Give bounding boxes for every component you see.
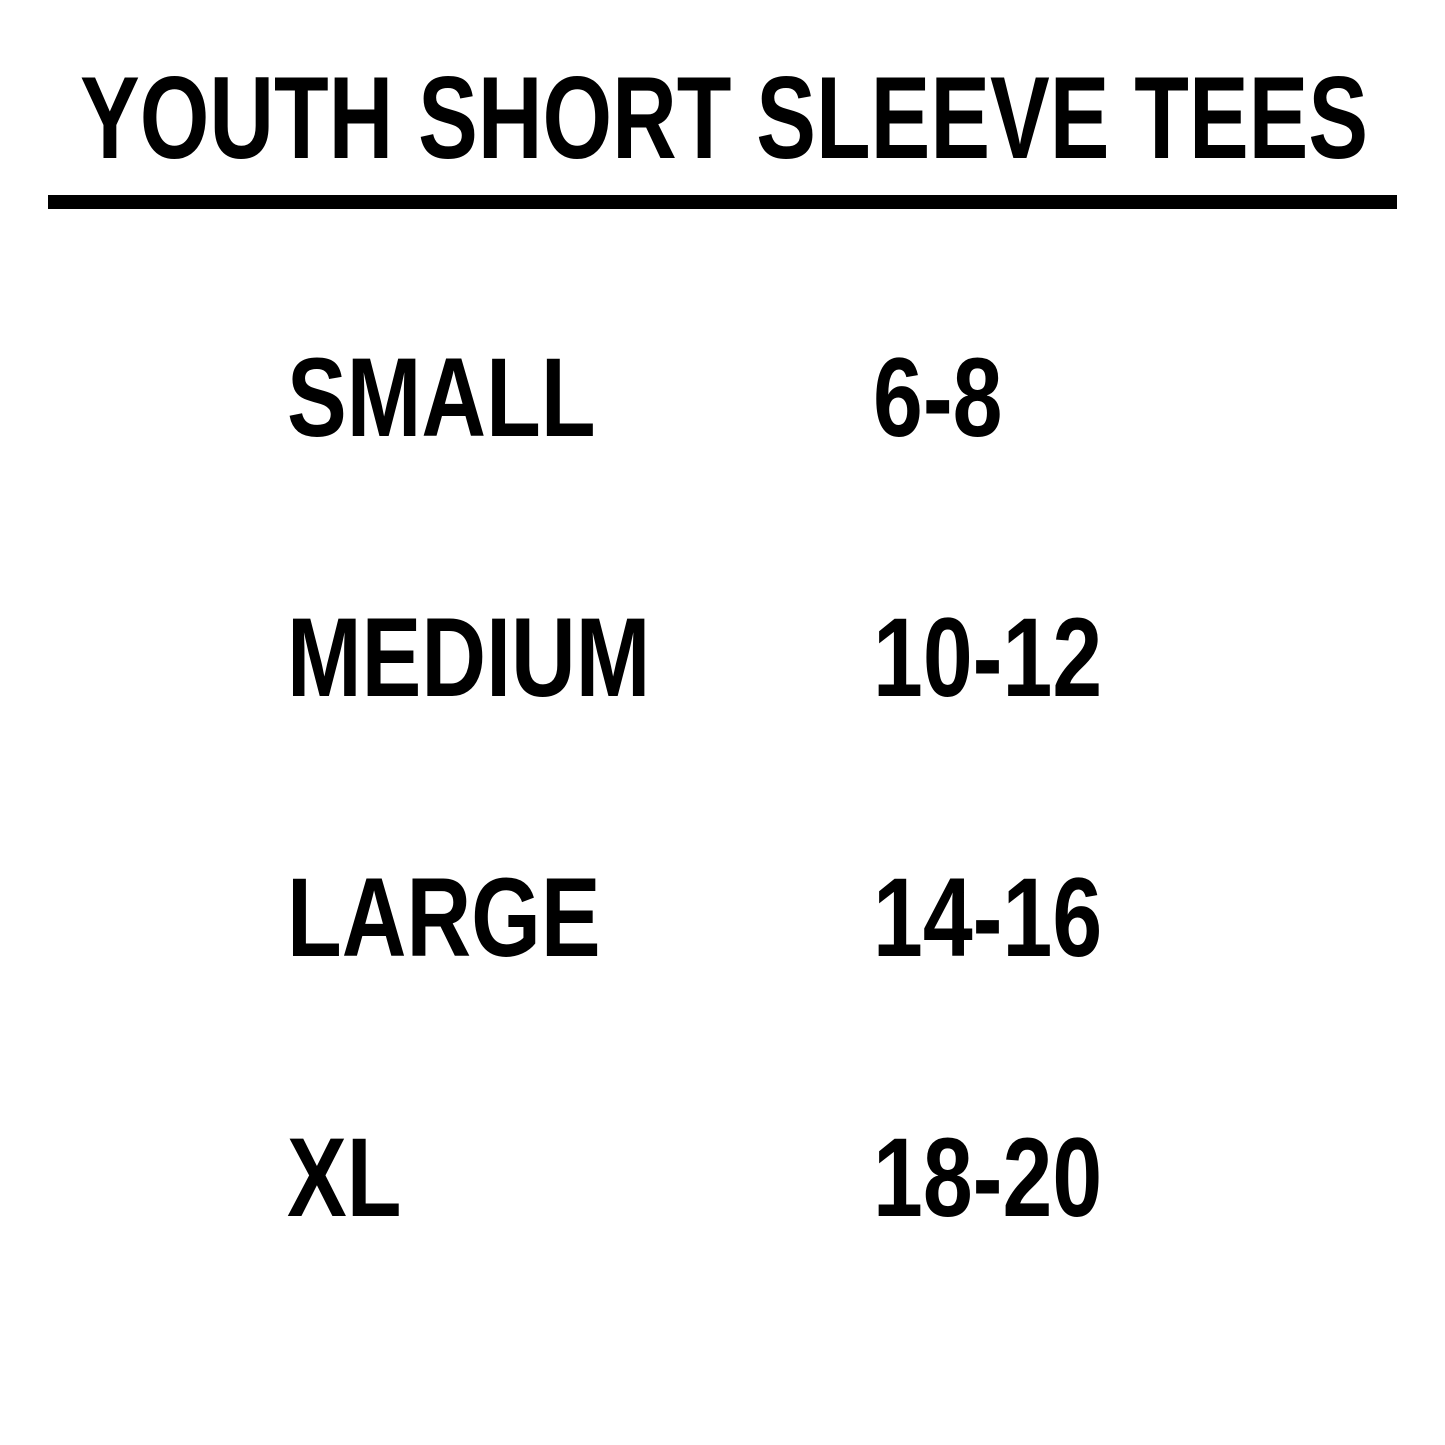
size-range: 6-8 <box>873 335 1003 460</box>
size-range: 10-12 <box>873 595 1103 720</box>
size-label: MEDIUM <box>287 595 651 720</box>
size-range: 14-16 <box>873 855 1103 980</box>
title-divider <box>48 195 1397 209</box>
page-title: YOUTH SHORT SLEEVE TEES <box>80 52 1369 183</box>
size-label: XL <box>287 1115 402 1240</box>
size-label: SMALL <box>287 335 596 460</box>
size-range: 18-20 <box>873 1115 1103 1240</box>
size-label: LARGE <box>287 855 601 980</box>
